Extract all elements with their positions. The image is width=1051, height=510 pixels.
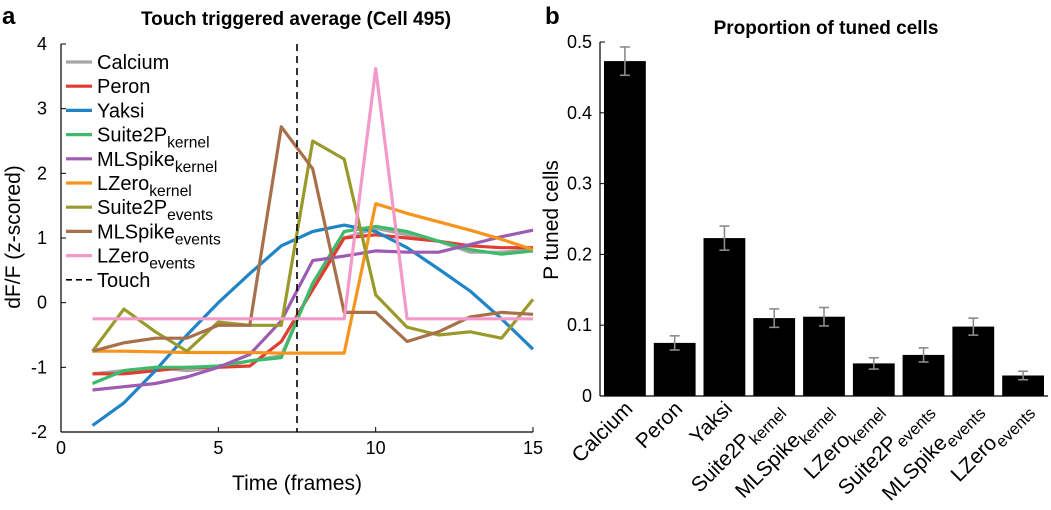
legend-label-main: Suite2P [97, 125, 167, 147]
category-label-main: Calcium [568, 397, 638, 467]
bar-calcium [604, 61, 646, 396]
panel-a-line-chart: a Touch triggered average (Cell 495) 0 5 1… [2, 3, 543, 495]
series-line-mlspike-kernel [92, 228, 534, 392]
x-tick-label: 5 [213, 438, 223, 458]
legend-label-main: LZero [97, 246, 149, 268]
category-label-subscript: events [992, 404, 1039, 451]
legend-label-subscript: kernel [167, 135, 209, 152]
bar-suite2p-kernel [753, 318, 796, 396]
panel-a-x-axis-label: Time (frames) [232, 472, 362, 495]
bar-peron [653, 342, 696, 396]
y-tick-label: 3 [37, 99, 47, 119]
legend-label-main: Calcium [97, 52, 169, 74]
series-line-peron [92, 233, 533, 376]
y-tick-label: 1 [37, 228, 47, 248]
panel-b-bar-chart: b Proportion of tuned cells CalciumPeron… [540, 3, 1048, 505]
legend-label: Suite2Pevents [97, 197, 213, 224]
y-tick-label: 0 [582, 386, 592, 406]
series-line-lzero-events [92, 66, 533, 321]
y-tick-label: 0.1 [567, 315, 592, 335]
series-line-yaksi [91, 223, 535, 427]
y-tick-label: 0.5 [567, 32, 592, 52]
bar-lzero-events [1002, 375, 1044, 396]
legend-label: Yaksi [97, 100, 144, 122]
category-label-group: Peron [631, 397, 687, 453]
panel-b-title: Proportion of tuned cells [714, 18, 939, 39]
panel-a-title: Touch triggered average (Cell 495) [141, 9, 451, 30]
legend-label: Peron [97, 76, 150, 98]
y-tick-label: -1 [31, 357, 47, 377]
y-tick-label: -2 [31, 422, 47, 442]
legend-label-main: Peron [97, 76, 150, 98]
legend-label-subscript: events [149, 256, 195, 273]
panel-b-letter: b [545, 3, 560, 30]
legend-label-main: LZero [97, 173, 149, 195]
panel-b-axes: 0 0.1 0.2 0.3 0.4 0.5 [567, 32, 1048, 406]
legend-label: Calcium [97, 52, 169, 74]
series-line-suite2p-kernel [91, 224, 534, 385]
legend-label: Suite2Pkernel [97, 125, 210, 152]
legend-label-main: Suite2P [97, 197, 167, 219]
x-tick-label: 10 [366, 438, 386, 458]
y-tick-label: 0.3 [567, 174, 592, 194]
y-tick-label: 0.2 [567, 244, 592, 264]
x-tick-label: 15 [523, 438, 543, 458]
legend-label: MLSpikekernel [97, 149, 217, 176]
panel-a-letter: a [2, 3, 16, 30]
panel-a-series-lines [91, 66, 535, 427]
panel-b-y-axis-label: P tuned cells [540, 160, 563, 280]
y-tick-label: 2 [37, 163, 47, 183]
panel-a-y-axis-label: dF/F (z-scored) [2, 165, 25, 309]
y-tick-label: 0.4 [567, 103, 592, 123]
category-label-main: Peron [631, 397, 687, 453]
y-tick-label: 0 [37, 293, 47, 313]
category-label-group: Calcium [568, 397, 638, 467]
legend-label: LZerokernel [97, 173, 192, 200]
legend-label-main: Yaksi [97, 100, 144, 122]
legend-label-subscript: kernel [175, 159, 217, 176]
y-tick-label: 4 [37, 34, 47, 54]
series-line-lzero-kernel [92, 202, 534, 355]
legend-label-touch: Touch [97, 270, 150, 292]
legend-label: LZeroevents [97, 246, 195, 273]
legend-label-subscript: kernel [149, 183, 191, 200]
bar-yaksi [703, 238, 746, 396]
category-label: Calcium [568, 397, 638, 467]
legend-label-subscript: events [167, 207, 213, 224]
bar-mlspike-kernel [803, 316, 845, 396]
panel-a-legend: CalciumPeronYaksiSuite2PkernelMLSpikeker… [66, 52, 221, 292]
legend-label-main: MLSpike [97, 221, 175, 243]
panel-a-axes: 0 5 10 15 -2 -1 0 1 2 3 4 [31, 34, 543, 458]
panel-b-bars: CalciumPeronYaksiSuite2PkernelMLSpikeker… [568, 46, 1044, 505]
legend-label-main: MLSpike [97, 149, 175, 171]
x-tick-label: 0 [56, 438, 66, 458]
legend-label-subscript: events [175, 231, 221, 248]
bar-mlspike-events [952, 326, 995, 396]
series-line-mlspike-events [92, 125, 534, 353]
category-label: Peron [631, 397, 687, 453]
legend-label: MLSpikeevents [97, 221, 221, 248]
